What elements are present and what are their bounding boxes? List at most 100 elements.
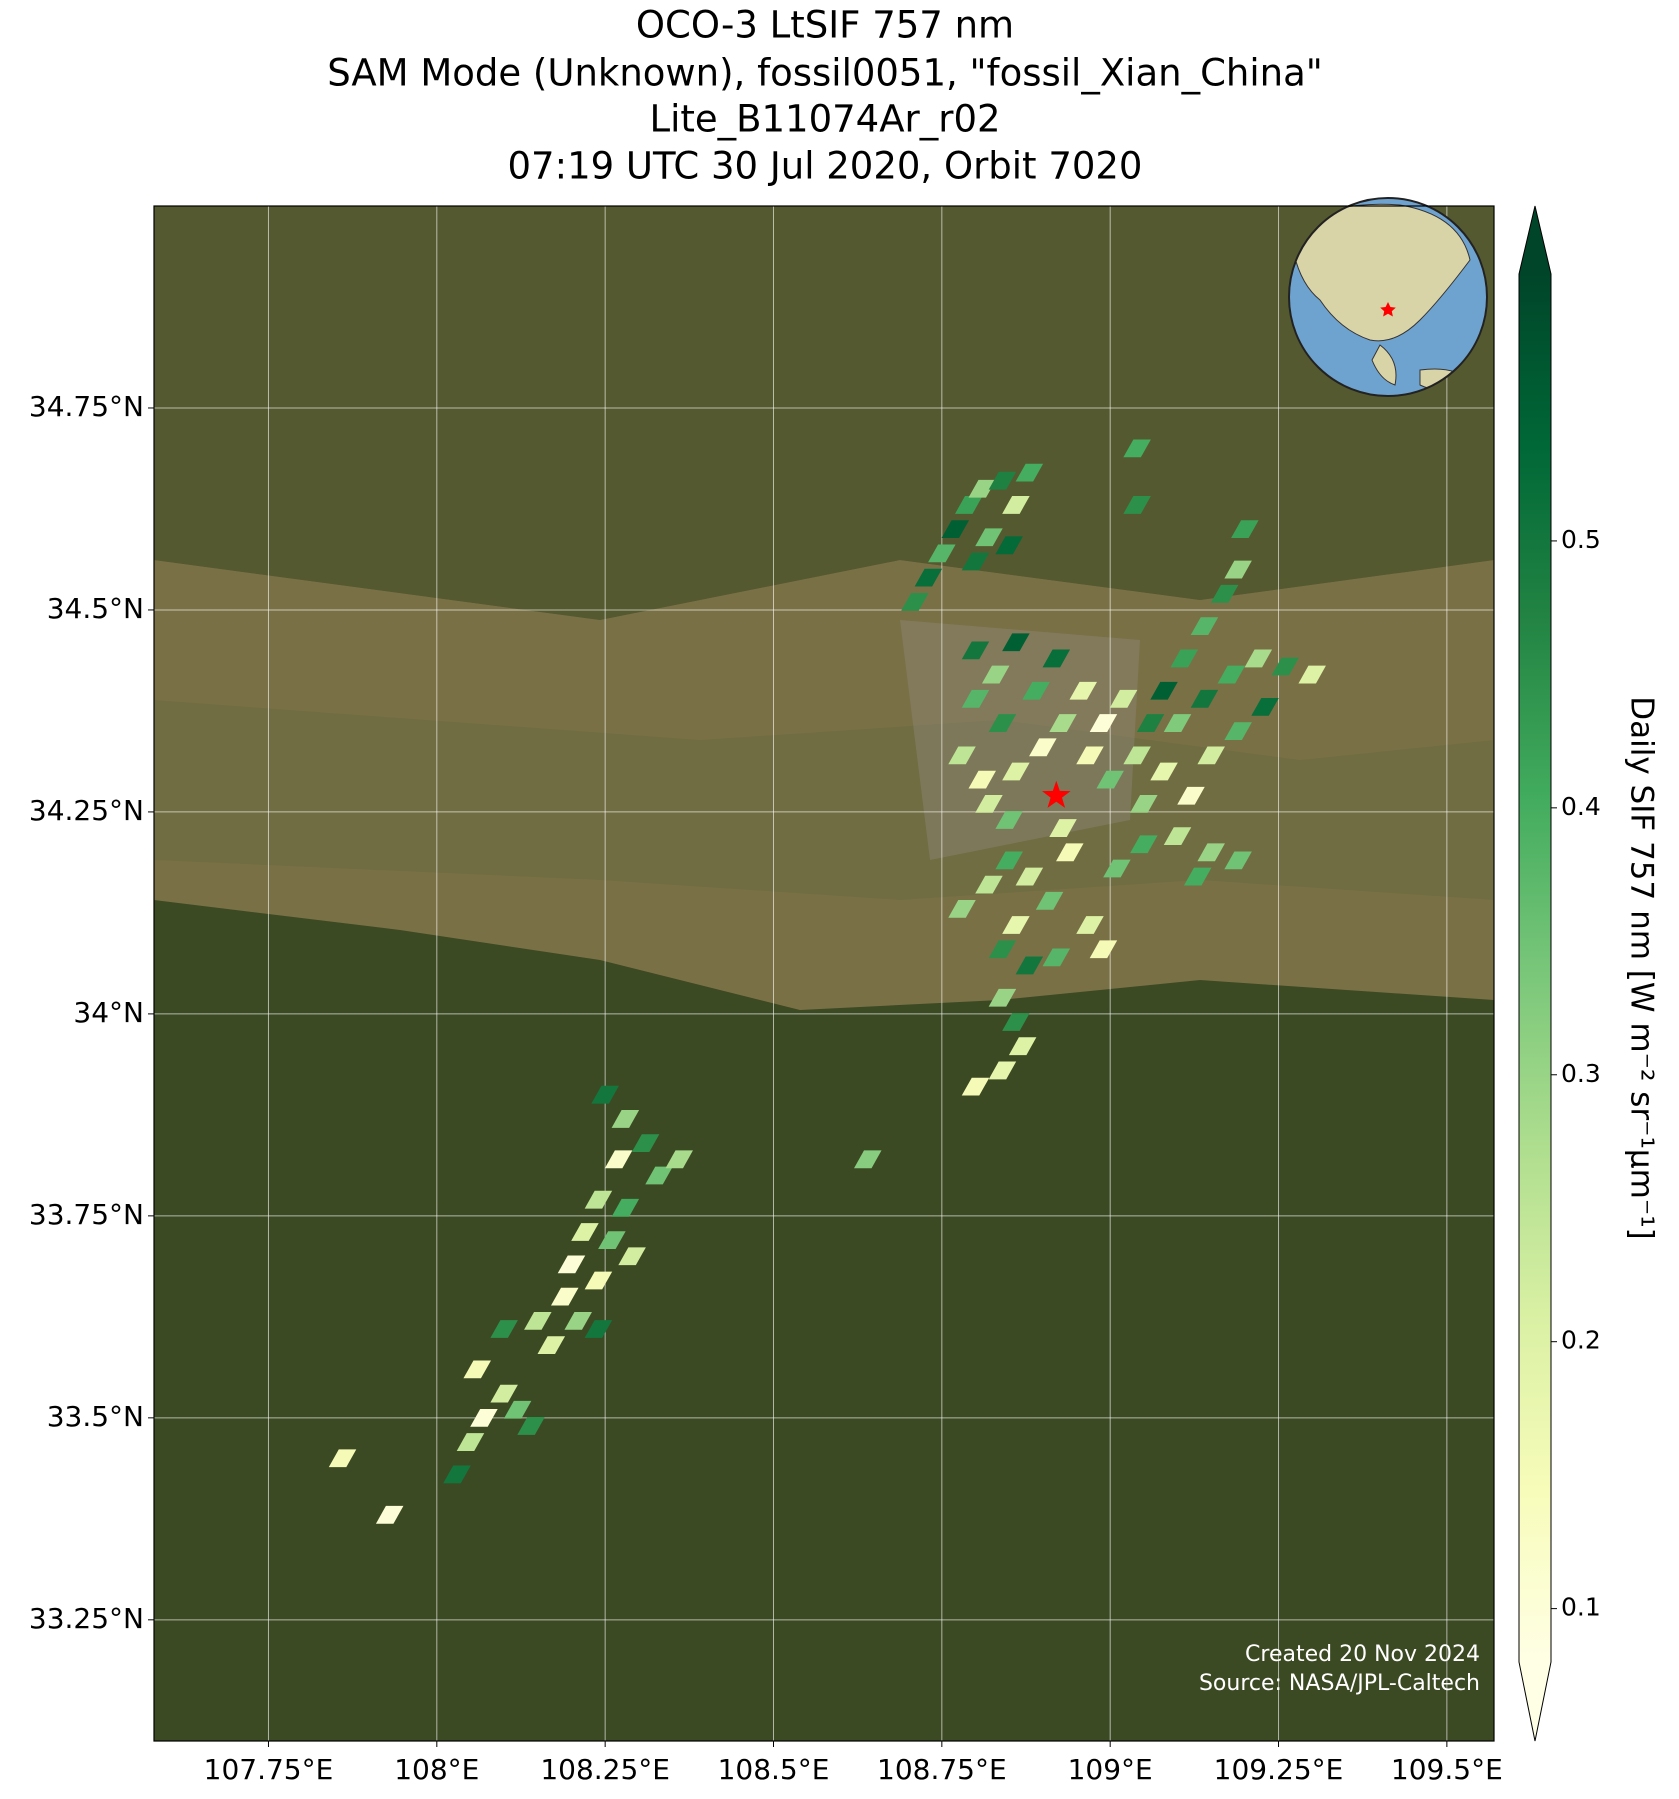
sif-cell <box>975 875 1003 894</box>
sif-cell <box>941 520 970 539</box>
sif-cell <box>328 1449 357 1468</box>
sif-cell <box>1002 1013 1030 1031</box>
sif-cell <box>584 1320 613 1338</box>
sif-cell <box>1002 633 1030 652</box>
sif-cell <box>975 794 1003 813</box>
globe-target <box>1380 302 1396 317</box>
colorbar-tick-label: 0.5 <box>1561 525 1601 554</box>
sif-cell <box>1123 496 1151 514</box>
colorbar-tick-label: 0.3 <box>1561 1059 1601 1088</box>
globe-outline <box>1288 197 1488 397</box>
sif-cell <box>1217 665 1246 684</box>
sif-cell <box>988 1061 1017 1080</box>
y-tick-label: 34°N <box>73 996 144 1029</box>
title-line: SAM Mode (Unknown), fossil0051, "fossil_… <box>327 52 1323 95</box>
sif-cell <box>631 1134 660 1153</box>
sif-cell <box>551 1287 579 1306</box>
y-tick-label: 33.75°N <box>29 1198 144 1231</box>
sif-cell <box>490 1384 518 1403</box>
sif-cell <box>1123 439 1151 458</box>
sif-cell <box>955 496 983 514</box>
y-tick-label: 34.25°N <box>29 794 144 827</box>
colorbar-body <box>1519 274 1551 1662</box>
sif-cell <box>537 1336 566 1355</box>
x-tick-label: 109.5°E <box>1391 1753 1503 1786</box>
x-tick-label: 109°E <box>1068 1753 1153 1786</box>
colorbar-outline <box>1518 205 1552 1742</box>
sif-cell <box>948 899 976 918</box>
sif-cell <box>1224 560 1252 579</box>
sif-cell <box>524 1311 552 1330</box>
sif-cell <box>961 689 990 708</box>
sif-cell <box>470 1408 498 1427</box>
sif-cell <box>1002 762 1030 781</box>
sif-cell <box>564 1311 592 1330</box>
terrain-north <box>154 206 1494 620</box>
y-tick-label: 33.5°N <box>47 1400 144 1433</box>
sif-cell <box>995 536 1023 555</box>
sif-cell <box>1170 649 1199 668</box>
sif-cell <box>1096 770 1124 789</box>
sif-cell <box>1163 827 1192 846</box>
x-tick-label: 109.25°E <box>1214 1753 1344 1786</box>
sif-cell <box>1150 762 1178 781</box>
target-marker <box>1042 780 1071 808</box>
sif-cell <box>1089 940 1118 959</box>
sif-cell <box>1190 689 1219 708</box>
sif-cell <box>1130 835 1158 854</box>
credit-text: Created 20 Nov 2024 <box>1245 1642 1480 1667</box>
sif-cell <box>1197 843 1225 862</box>
sif-cell <box>665 1150 693 1169</box>
x-tick-label: 108.5°E <box>718 1753 830 1786</box>
sif-cell <box>1231 520 1259 539</box>
sif-cell <box>443 1465 471 1484</box>
sif-cell <box>981 665 1010 684</box>
sif-cell <box>995 811 1023 829</box>
sif-cell <box>1183 867 1212 886</box>
grid <box>154 206 1494 1741</box>
sif-cell <box>557 1255 586 1274</box>
sif-cell <box>914 568 943 587</box>
sif-cell <box>1271 657 1300 676</box>
sif-cell <box>1150 681 1178 700</box>
sif-cell <box>456 1433 485 1451</box>
sif-cell <box>995 851 1023 870</box>
y-tick-label: 34.5°N <box>47 592 144 625</box>
sif-cell <box>1049 714 1077 732</box>
sif-cell <box>1163 714 1192 732</box>
sif-cell <box>1089 714 1118 732</box>
sif-cell <box>1042 649 1071 668</box>
sif-cell <box>968 770 996 789</box>
sif-cell <box>988 988 1017 1007</box>
colorbar-extend-min <box>1519 1662 1551 1741</box>
sif-cell <box>1123 746 1151 765</box>
sif-cell <box>1049 819 1077 837</box>
sif-cell <box>517 1417 545 1435</box>
colorbar: 0.1 0.2 0.3 0.4 0.5 <box>1518 205 1601 1742</box>
sif-cell <box>1224 851 1252 870</box>
sif-cell <box>584 1271 613 1290</box>
sif-cell <box>1002 916 1030 934</box>
colorbar-extend-max <box>1519 206 1551 274</box>
sif-cell <box>1069 681 1097 700</box>
y-tick-label: 33.25°N <box>29 1602 144 1635</box>
sif-cell <box>901 592 929 611</box>
sif-cell <box>1076 916 1104 934</box>
basemap <box>154 206 1494 1741</box>
sif-cell <box>463 1360 491 1379</box>
sif-cell <box>1029 738 1057 757</box>
sif-cell <box>948 746 976 765</box>
sif-cell <box>988 471 1017 490</box>
sif-cell <box>1002 496 1030 514</box>
sif-cell <box>1298 665 1326 684</box>
terrain-river-valley <box>154 700 1494 900</box>
sif-cell <box>1015 463 1044 482</box>
sif-cell <box>988 714 1017 732</box>
sif-cell <box>1015 867 1044 886</box>
title-line: OCO-3 LtSIF 757 nm <box>636 4 1014 47</box>
globe-land <box>1289 203 1471 342</box>
sif-cell <box>584 1190 613 1209</box>
plot-frame <box>153 205 1495 1742</box>
sif-cell <box>1251 697 1279 716</box>
x-tick-label: 108.75°E <box>877 1753 1007 1786</box>
